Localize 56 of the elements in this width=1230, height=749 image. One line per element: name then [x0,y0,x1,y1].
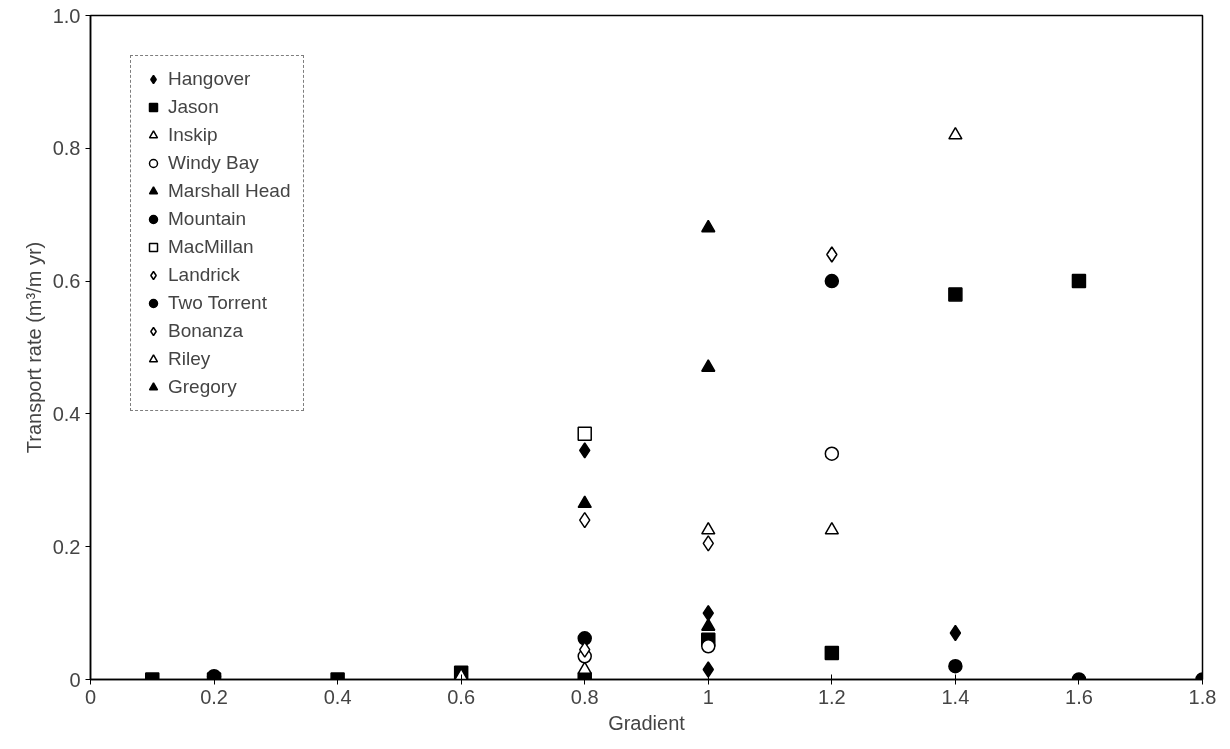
legend-label: Jason [168,96,219,118]
legend-label: Windy Bay [168,152,259,174]
x-tick-label: 0 [84,685,97,708]
x-tick-label: 0.6 [447,685,476,708]
point [577,426,592,442]
x-tick-label: 1.6 [1065,685,1093,708]
y-tick-label: 0.4 [52,402,81,425]
y-tick-label: 0.2 [52,535,81,558]
point [701,521,716,535]
point [577,661,592,675]
legend-label: Hangover [168,68,251,90]
x-axis-title: Gradient [608,711,686,734]
legend-label: Mountain [168,208,247,230]
point [949,624,962,642]
legend-label: Marshall Head [168,180,291,202]
point [701,219,716,233]
y-axis-title: Transport rate (m³/m yr) [22,241,45,454]
point [701,618,716,631]
point [701,639,716,654]
point [826,246,838,263]
y-tick-label: 0.6 [52,270,81,293]
legend-label: Landrick [168,264,240,286]
x-tick-label: 0.4 [323,685,352,708]
point [948,287,963,302]
point [702,661,715,678]
x-tick-label: 0.2 [200,685,228,708]
legend-label: Two Torrent [168,292,267,314]
point [824,521,840,535]
point [702,535,715,552]
legend-label: Gregory [168,376,237,398]
point [824,446,840,461]
point [701,359,716,372]
x-tick-label: 1 [702,685,714,708]
point [578,442,591,459]
point [824,273,840,289]
point [948,126,963,140]
point [577,631,592,646]
legend-label: Riley [168,348,211,370]
point [206,668,222,680]
x-tick-label: 1.8 [1188,685,1217,708]
point [578,641,591,658]
y-tick-label: 1.0 [52,4,81,27]
point [824,645,840,661]
x-tick-label: 1.4 [941,685,970,708]
point [577,495,592,509]
point [948,658,963,674]
point [702,604,715,622]
y-tick-label: 0.8 [52,137,81,160]
point [1071,273,1087,289]
legend-label: MacMillan [168,236,254,258]
x-tick-label: 1.2 [817,685,846,708]
legend-label: Inskip [168,124,218,146]
point [578,511,591,529]
legend-label: Bonanza [168,320,244,342]
x-tick-label: 0.8 [570,685,599,708]
y-tick-label: 0 [69,668,81,691]
